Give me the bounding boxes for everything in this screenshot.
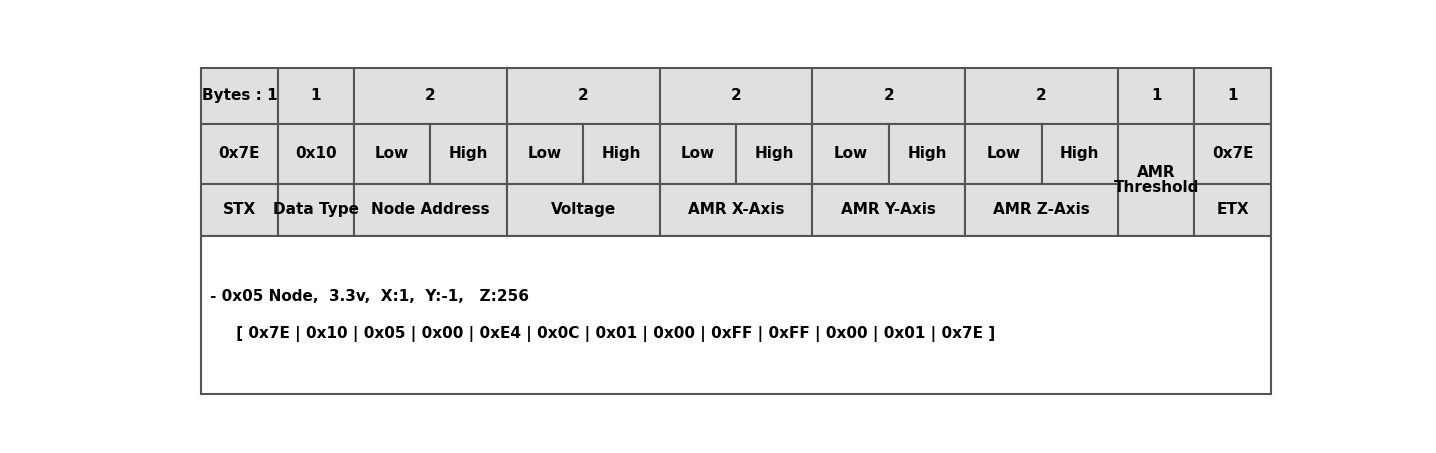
Bar (201, 124, 277, 184)
Bar (201, 236, 1271, 394)
Bar (277, 68, 355, 124)
Text: 0x10: 0x10 (294, 146, 336, 161)
Text: 1: 1 (1228, 88, 1238, 103)
Bar (813, 124, 889, 184)
Bar (813, 68, 965, 124)
Bar (201, 184, 277, 236)
Text: 1: 1 (1150, 88, 1162, 103)
Bar (1117, 68, 1195, 124)
Bar (1195, 184, 1271, 236)
Bar (965, 68, 1117, 124)
Bar (277, 184, 355, 236)
Bar (1195, 68, 1271, 124)
Bar (737, 124, 813, 184)
Bar (431, 124, 507, 184)
Bar (813, 184, 965, 236)
Bar (965, 124, 1041, 184)
Bar (583, 124, 659, 184)
Text: Low: Low (833, 146, 867, 161)
Text: Low: Low (987, 146, 1021, 161)
Bar (355, 68, 507, 124)
Text: Threshold: Threshold (1113, 180, 1199, 195)
Text: High: High (602, 146, 640, 161)
Text: ETX: ETX (1216, 202, 1249, 217)
Text: 2: 2 (577, 88, 589, 103)
Text: 2: 2 (425, 88, 435, 103)
Bar (355, 124, 431, 184)
Bar (201, 68, 277, 124)
Text: 0x7E: 0x7E (1212, 146, 1254, 161)
Bar (355, 184, 507, 236)
Text: - 0x05 Node,  3.3v,  X:1,  Y:-1,   Z:256: - 0x05 Node, 3.3v, X:1, Y:-1, Z:256 (211, 289, 530, 304)
Bar (659, 68, 813, 124)
Bar (1041, 124, 1117, 184)
Text: AMR X-Axis: AMR X-Axis (688, 202, 784, 217)
Text: High: High (1060, 146, 1100, 161)
Text: Bytes : 1: Bytes : 1 (201, 88, 277, 103)
Text: Data Type: Data Type (273, 202, 359, 217)
Bar (1195, 124, 1271, 184)
Text: 2: 2 (883, 88, 895, 103)
Text: High: High (908, 146, 946, 161)
Bar (507, 68, 659, 124)
Text: Low: Low (375, 146, 409, 161)
Text: 1: 1 (310, 88, 322, 103)
Bar (1117, 124, 1195, 236)
Text: Low: Low (681, 146, 715, 161)
Text: 2: 2 (731, 88, 741, 103)
Bar (659, 124, 737, 184)
Bar (507, 124, 583, 184)
Bar (889, 124, 965, 184)
Bar (277, 124, 355, 184)
Text: High: High (449, 146, 488, 161)
Bar (507, 184, 659, 236)
Text: AMR Z-Axis: AMR Z-Axis (994, 202, 1090, 217)
Text: Voltage: Voltage (550, 202, 616, 217)
Bar (659, 184, 813, 236)
Text: AMR: AMR (1137, 165, 1176, 180)
Bar (965, 184, 1117, 236)
Text: Low: Low (528, 146, 561, 161)
Text: 2: 2 (1037, 88, 1047, 103)
Text: STX: STX (223, 202, 256, 217)
Text: 0x7E: 0x7E (218, 146, 260, 161)
Text: [ 0x7E | 0x10 | 0x05 | 0x00 | 0xE4 | 0x0C | 0x01 | 0x00 | 0xFF | 0xFF | 0x00 | 0: [ 0x7E | 0x10 | 0x05 | 0x00 | 0xE4 | 0x0… (211, 326, 995, 342)
Text: AMR Y-Axis: AMR Y-Axis (841, 202, 936, 217)
Text: High: High (754, 146, 794, 161)
Text: Node Address: Node Address (370, 202, 490, 217)
